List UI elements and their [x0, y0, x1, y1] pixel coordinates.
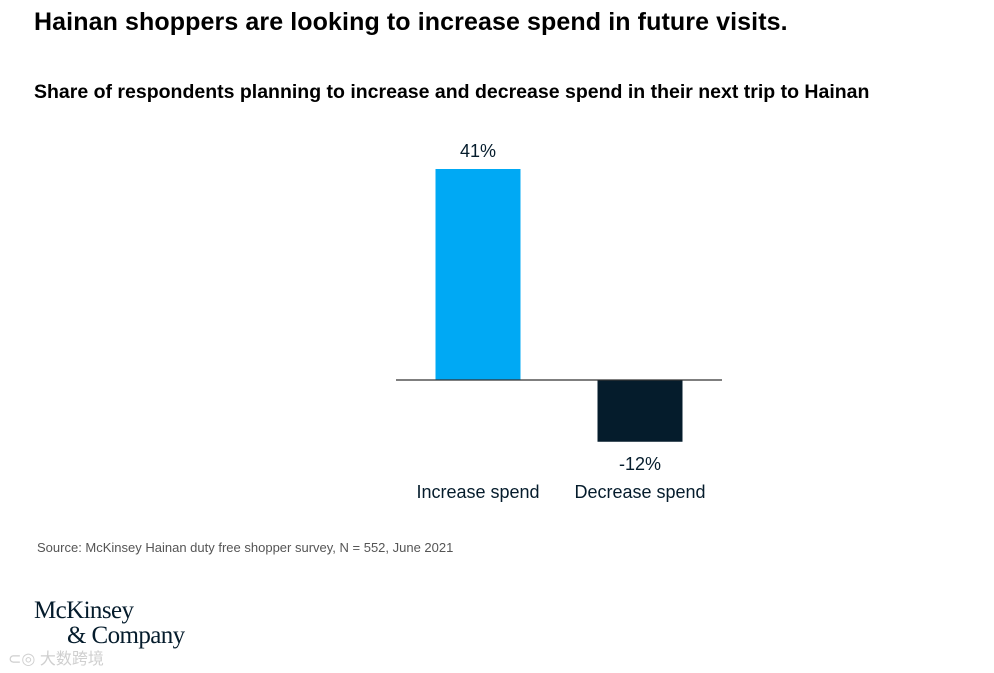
logo-line-2: & Company	[67, 622, 185, 649]
watermark-icon: ⊂◎	[8, 651, 36, 668]
watermark: ⊂◎ 大数跨境	[8, 645, 104, 669]
logo-line-1: McKinsey	[34, 597, 134, 624]
chart-title: Hainan shoppers are looking to increase …	[34, 8, 788, 36]
category-label-1: Increase spend	[416, 482, 539, 502]
source-note: Source: McKinsey Hainan duty free shoppe…	[37, 540, 454, 555]
bar-1	[435, 169, 521, 380]
value-label-2: -12%	[619, 454, 661, 474]
mckinsey-logo: McKinsey & Company	[34, 598, 185, 648]
chart-subtitle: Share of respondents planning to increas…	[34, 81, 870, 103]
bar-2	[597, 380, 683, 442]
watermark-text: 大数跨境	[39, 651, 104, 668]
value-label-1: 41%	[460, 141, 496, 161]
category-label-2: Decrease spend	[574, 482, 705, 502]
